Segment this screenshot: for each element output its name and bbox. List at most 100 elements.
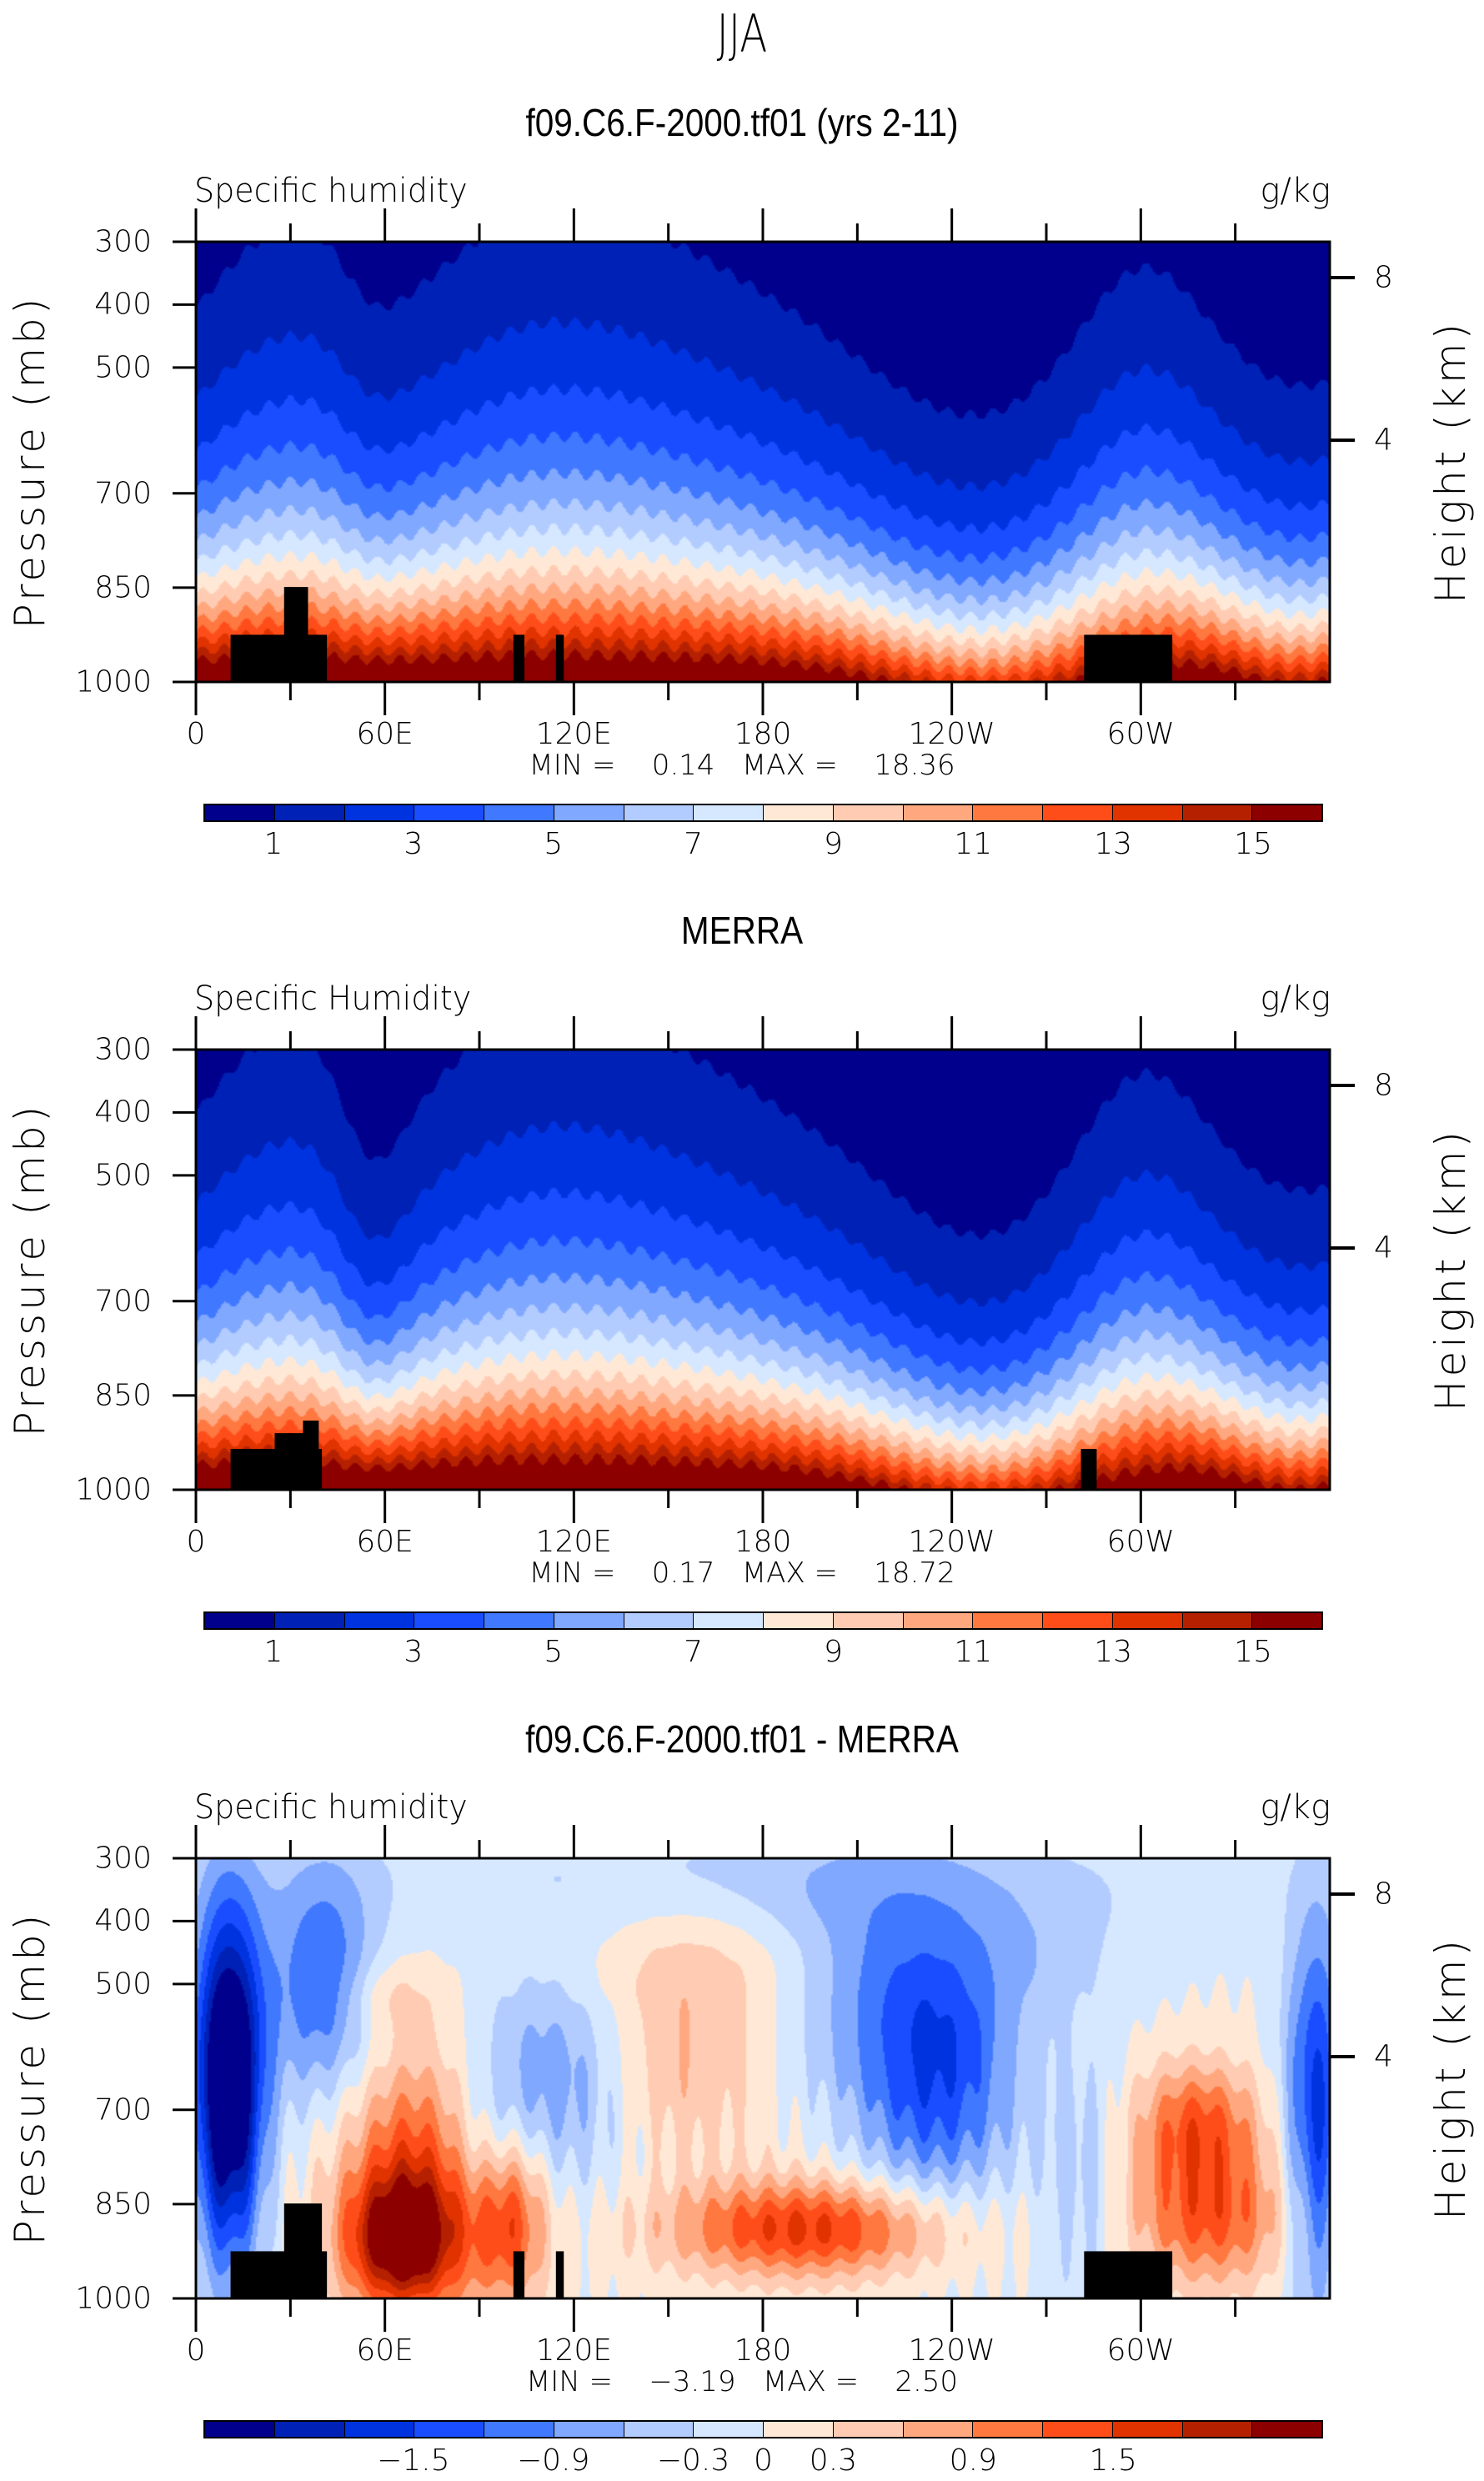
- x-tick-label: 180: [734, 1525, 792, 1559]
- y-axis-label: Pressure (mb): [6, 1911, 54, 2246]
- topography-mask: [283, 587, 308, 682]
- colorbar-swatch: [1043, 805, 1113, 820]
- colorbar-swatch: [973, 1613, 1043, 1628]
- colorbar-label: 0.3: [809, 2443, 858, 2478]
- colorbar-swatch: [1252, 2422, 1321, 2437]
- y-tick-label: 1000: [75, 2281, 152, 2316]
- x-tick-label: 0: [186, 717, 206, 751]
- right-y-axis-label: Height (km): [1426, 1936, 1475, 2221]
- colorbar: [203, 804, 1323, 822]
- x-tick-label: 60E: [356, 2333, 414, 2368]
- y-tick-label: 1000: [75, 664, 152, 699]
- colorbar-swatch: [833, 1613, 904, 1628]
- topography-mask: [303, 1421, 319, 1490]
- max-label: MAX =: [762, 2365, 860, 2398]
- topography-mask: [513, 2251, 525, 2298]
- colorbar-swatch: [973, 805, 1043, 820]
- height-tick-label: 8: [1374, 1068, 1393, 1103]
- plot-border: [194, 1857, 1331, 2300]
- plot-border: [194, 1048, 1331, 1491]
- x-tick-label: 120E: [535, 2333, 613, 2368]
- height-tick-label: 8: [1374, 260, 1393, 295]
- y-tick-label: 850: [94, 570, 152, 605]
- y-tick-label: 500: [94, 1158, 152, 1193]
- colorbar-swatch: [764, 805, 834, 820]
- variable-label: Specific humidity: [194, 172, 468, 210]
- colorbar-label: 1.5: [1089, 2443, 1137, 2478]
- topography-mask: [1084, 2251, 1173, 2298]
- height-tick-label: 4: [1374, 423, 1393, 458]
- y-tick-label: 400: [94, 287, 152, 322]
- colorbar-swatch: [624, 1613, 694, 1628]
- x-tick-label: 120E: [535, 717, 613, 751]
- colorbar-swatch: [764, 1613, 834, 1628]
- plot-frame: [173, 208, 1355, 715]
- colorbar-label: −1.5: [377, 2443, 450, 2478]
- min-value: −3.19: [649, 2365, 736, 2398]
- colorbar-swatch: [624, 2422, 694, 2437]
- contour-plot: [173, 1016, 1355, 1523]
- y-tick-label: 400: [94, 1095, 152, 1130]
- min-label: MIN =: [525, 2365, 614, 2398]
- colorbar-label: 3: [404, 1635, 424, 1669]
- colorbar-swatch: [205, 1613, 275, 1628]
- colorbar-swatch: [1252, 1613, 1321, 1628]
- units-label: g/kg: [1260, 980, 1331, 1018]
- y-tick-label: 700: [94, 2093, 152, 2128]
- min-max-readout: MIN = 0.17 MAX = 18.72: [0, 1556, 1484, 1590]
- colorbar-label: 11: [954, 1635, 993, 1669]
- colorbar-label: 0: [754, 2443, 773, 2478]
- colorbar-swatch: [1112, 2422, 1183, 2437]
- colorbar-swatch: [414, 1613, 484, 1628]
- plot-frame: [173, 1016, 1355, 1523]
- y-tick-label: 300: [94, 1032, 152, 1067]
- main-title: JJA: [716, 3, 768, 64]
- height-tick-label: 4: [1374, 2039, 1393, 2074]
- colorbar-swatch: [554, 2422, 624, 2437]
- y-axis-label: Pressure (mb): [6, 1102, 54, 1437]
- colorbar-label: 11: [954, 827, 993, 861]
- colorbar-swatch: [624, 805, 694, 820]
- x-tick-label: 60E: [356, 717, 414, 751]
- plot-frame: [173, 1825, 1355, 2332]
- max-value: 2.50: [895, 2365, 959, 2398]
- contour-plot: [173, 1825, 1355, 2332]
- min-value: 0.17: [651, 1556, 715, 1590]
- topography-mask: [230, 634, 328, 682]
- x-tick-label: 60W: [1106, 2333, 1176, 2368]
- min-max-readout: MIN = 0.14 MAX = 18.36: [0, 749, 1484, 782]
- colorbar-label: 7: [684, 827, 704, 861]
- colorbar: [203, 2420, 1323, 2438]
- colorbar-swatch: [694, 805, 764, 820]
- contour-field: [196, 1858, 1330, 2298]
- colorbar-swatch: [1112, 1613, 1183, 1628]
- colorbar-swatch: [484, 805, 554, 820]
- colorbar-label: 13: [1094, 827, 1133, 861]
- x-tick-label: 0: [186, 1525, 206, 1559]
- colorbar-swatch: [274, 805, 345, 820]
- x-tick-label: 120W: [908, 1525, 995, 1559]
- height-tick-label: 8: [1374, 1877, 1393, 1912]
- topography-mask: [513, 634, 525, 682]
- units-label: g/kg: [1260, 172, 1331, 210]
- colorbar-swatch: [414, 805, 484, 820]
- colorbar-swatch: [833, 2422, 904, 2437]
- colorbar-swatch: [554, 805, 624, 820]
- right-y-axis-label: Height (km): [1426, 1127, 1475, 1412]
- colorbar-label: 15: [1234, 1635, 1272, 1669]
- panel-title: MERRA: [680, 909, 804, 952]
- colorbar-swatch: [344, 1613, 415, 1628]
- min-label: MIN =: [529, 1556, 616, 1590]
- colorbar-label: 0.9: [949, 2443, 997, 2478]
- colorbar-swatch: [833, 805, 904, 820]
- colorbar-swatch: [903, 2422, 974, 2437]
- topography-mask: [283, 2203, 323, 2298]
- x-tick-label: 120E: [535, 1525, 613, 1559]
- contour-field: [196, 1050, 1330, 1490]
- y-tick-label: 850: [94, 2187, 152, 2222]
- colorbar-swatch: [205, 2422, 275, 2437]
- colorbar-swatch: [414, 2422, 484, 2437]
- colorbar-swatch: [694, 2422, 764, 2437]
- colorbar-label: 15: [1234, 827, 1272, 861]
- colorbar-swatch: [344, 805, 415, 820]
